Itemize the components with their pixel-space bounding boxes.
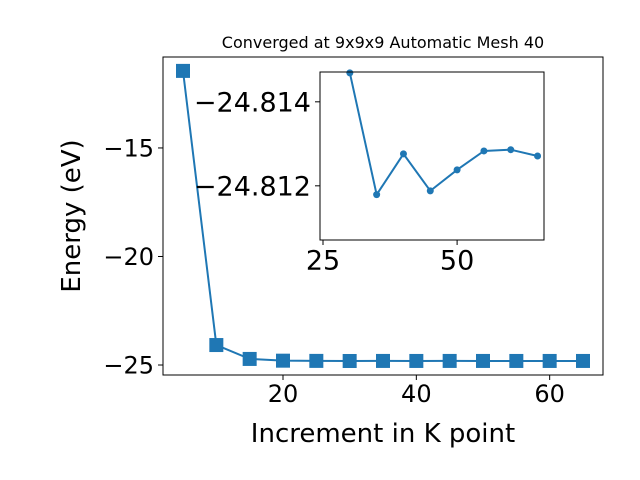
marker	[453, 166, 461, 174]
y-tick-label: −20	[103, 243, 154, 271]
y-axis-label: Energy (eV)	[57, 139, 87, 292]
marker	[576, 353, 590, 368]
marker	[346, 69, 354, 77]
y-tick-label: −24.812	[194, 172, 311, 203]
marker	[476, 353, 490, 368]
series-line	[348, 72, 538, 198]
chart-title: Converged at 9x9x9 Automatic Mesh 40	[222, 33, 544, 52]
x-tick-label: 40	[401, 380, 432, 408]
marker	[542, 353, 557, 368]
marker	[342, 353, 357, 368]
x-axis-label: Increment in K point	[251, 419, 515, 449]
plot-area	[320, 72, 544, 240]
marker	[534, 152, 542, 160]
y-tick-label: −25	[103, 352, 154, 380]
marker	[209, 338, 224, 353]
axes-frame	[319, 71, 545, 241]
y-tick-label: −15	[103, 135, 154, 163]
marker	[176, 63, 190, 78]
x-tick-label: 60	[534, 380, 565, 408]
marker	[242, 351, 257, 366]
y-tick-label: −24.814	[194, 88, 311, 119]
x-tick-label: 25	[306, 246, 340, 277]
marker	[426, 187, 434, 195]
marker	[309, 353, 324, 368]
marker	[507, 146, 515, 154]
marker	[373, 191, 381, 199]
marker	[480, 147, 488, 155]
x-tick-label: 20	[268, 380, 299, 408]
marker	[399, 150, 407, 158]
marker	[409, 353, 424, 368]
marker	[509, 353, 524, 368]
marker	[442, 353, 457, 368]
x-tick-label: 50	[440, 246, 474, 277]
marker	[276, 353, 290, 368]
marker	[376, 353, 390, 368]
axes-frame	[162, 56, 604, 376]
